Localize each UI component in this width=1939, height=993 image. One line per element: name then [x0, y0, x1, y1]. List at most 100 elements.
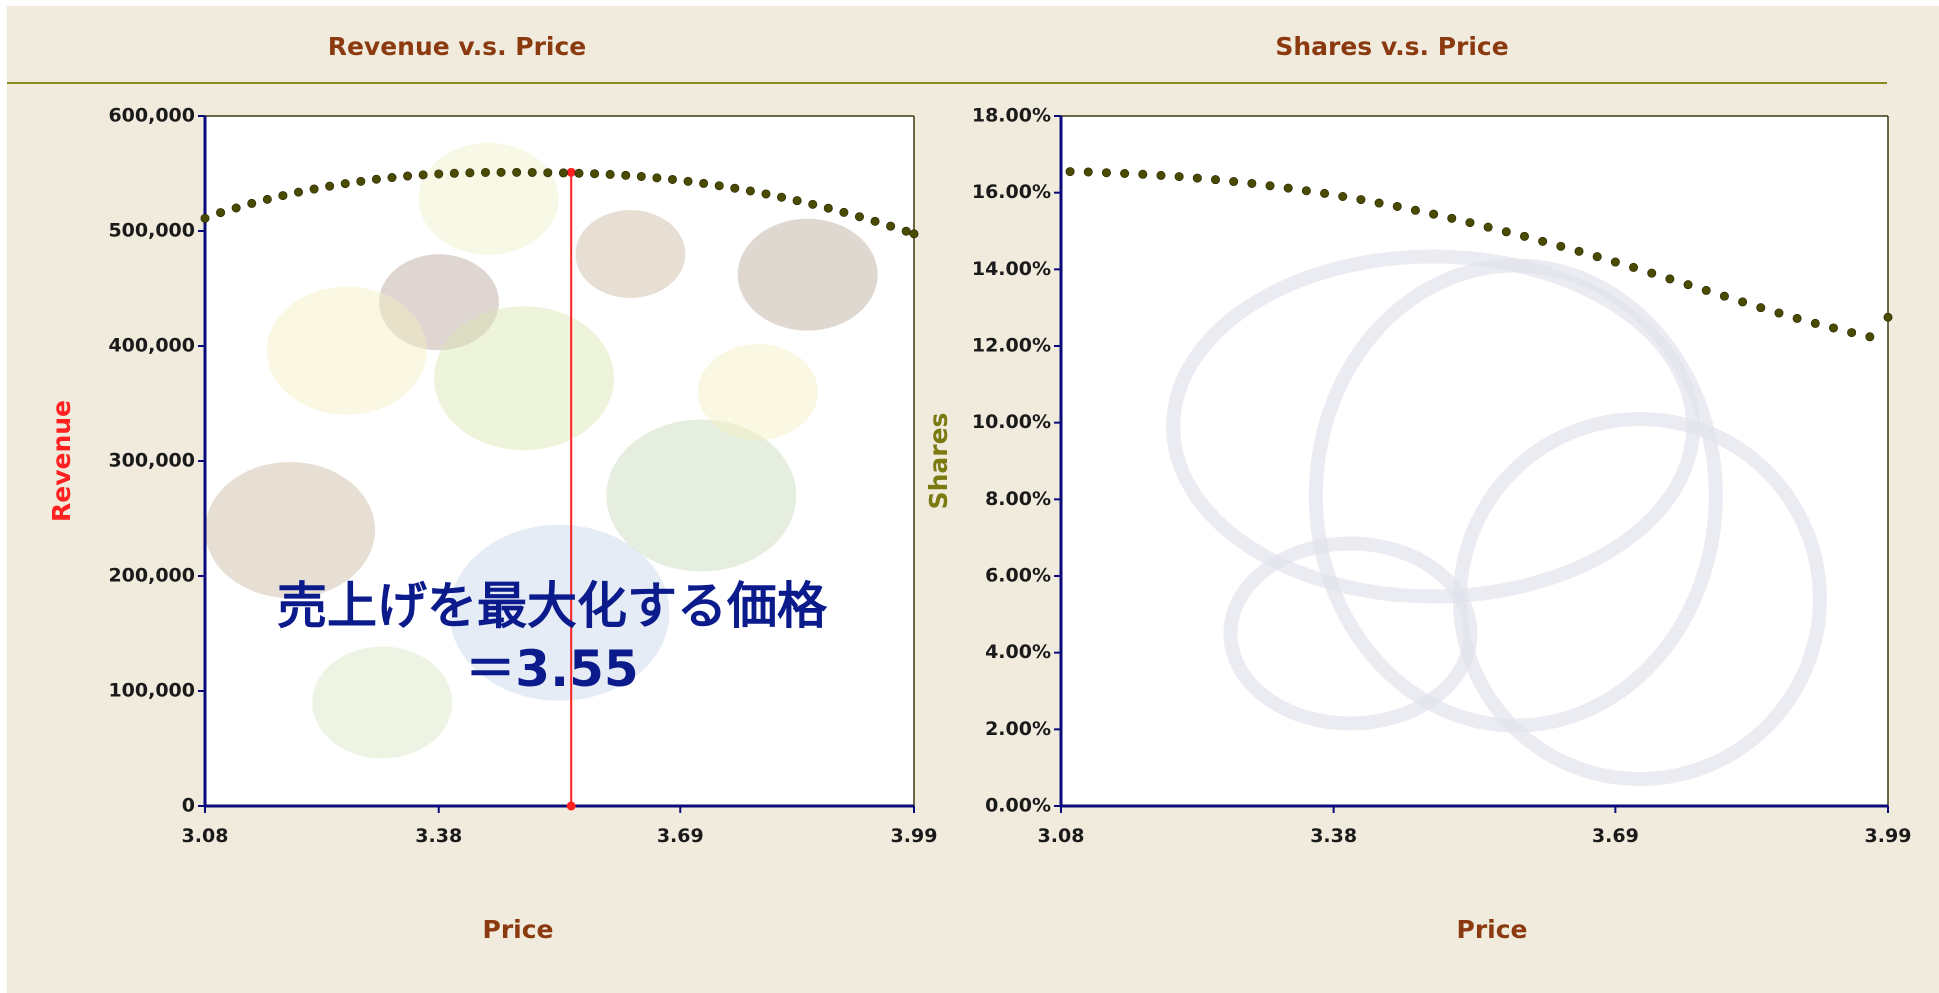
- watermark-blob: [737, 218, 878, 331]
- data-point: [1665, 274, 1675, 284]
- data-point: [901, 226, 911, 236]
- data-point: [465, 168, 475, 178]
- data-point: [1865, 332, 1875, 342]
- data-point: [823, 203, 833, 213]
- x-tick-label: 3.38: [415, 825, 462, 847]
- chart-title: Revenue v.s. Price: [328, 32, 587, 61]
- data-point: [309, 184, 319, 194]
- data-point: [1156, 170, 1166, 180]
- data-point: [1538, 236, 1548, 246]
- data-point: [247, 198, 257, 208]
- data-point: [1756, 303, 1766, 313]
- watermark-blob: [698, 344, 819, 440]
- data-point: [870, 216, 880, 226]
- x-tick-label: 3.38: [1310, 825, 1357, 847]
- annotation-line-2: ＝3.55: [465, 640, 638, 698]
- x-tick-label: 3.08: [1038, 825, 1085, 847]
- data-point: [1647, 268, 1657, 278]
- data-point: [1356, 195, 1366, 205]
- data-point: [1738, 297, 1748, 307]
- data-point: [1101, 168, 1111, 178]
- data-point: [1338, 192, 1348, 202]
- y-tick-label: 18.00%: [972, 105, 1051, 127]
- data-point: [1447, 213, 1457, 223]
- y-tick-label: 300,000: [108, 450, 195, 472]
- data-point: [434, 169, 444, 179]
- x-tick-label: 3.99: [1865, 825, 1912, 847]
- data-point: [216, 208, 226, 218]
- max-price-annotation: 売上げを最大化する価格＝3.55: [277, 577, 828, 698]
- y-tick-label: 6.00%: [985, 565, 1051, 587]
- data-point: [730, 183, 740, 193]
- data-point: [1465, 218, 1475, 228]
- y-tick-label: 10.00%: [972, 411, 1051, 433]
- data-point: [1065, 167, 1075, 177]
- y-tick-label: 500,000: [108, 220, 195, 242]
- data-point: [543, 168, 553, 178]
- data-point: [278, 191, 288, 201]
- data-point: [1629, 262, 1639, 272]
- data-point: [574, 168, 584, 178]
- data-point: [652, 173, 662, 183]
- data-point: [340, 179, 350, 189]
- max-price-bottom-point: [566, 801, 576, 811]
- data-point: [1574, 246, 1584, 256]
- data-point: [1501, 227, 1511, 237]
- shares-chart: Shares v.s. Price 0.00% 2.00% 4.00% 6.00% 8.0…: [924, 32, 1911, 944]
- data-point: [1229, 177, 1239, 187]
- data-point: [200, 213, 210, 223]
- data-point: [496, 167, 506, 177]
- data-point: [1374, 198, 1384, 208]
- data-point: [839, 207, 849, 217]
- data-point: [1083, 167, 1093, 177]
- data-point: [808, 199, 818, 209]
- y-tick-label: 0: [182, 795, 195, 817]
- y-tick-label: 8.00%: [985, 488, 1051, 510]
- watermark-blob: [434, 306, 615, 451]
- chart-title: Shares v.s. Price: [1275, 32, 1508, 61]
- data-point: [1519, 231, 1529, 241]
- data-point: [1828, 323, 1838, 333]
- data-point: [418, 170, 428, 180]
- data-point: [1774, 308, 1784, 318]
- data-point: [1265, 181, 1275, 191]
- y-tick-label: 0.00%: [985, 795, 1051, 817]
- x-axis-label: Price: [483, 915, 554, 944]
- data-point: [449, 168, 459, 178]
- watermark-blob: [312, 646, 453, 759]
- watermark-blob: [575, 210, 686, 298]
- data-point: [636, 171, 646, 181]
- data-point: [1592, 252, 1602, 262]
- watermark-blob: [266, 286, 427, 415]
- data-point: [527, 167, 537, 177]
- data-point: [1483, 222, 1493, 232]
- data-point: [621, 170, 631, 180]
- revenue-chart: Revenue v.s. Price 0 100,000 200,000 300,000…: [47, 32, 937, 944]
- dashboard-panel: Revenue v.s. Price 0 100,000 200,000 300,000…: [7, 6, 1939, 993]
- y-tick-label: 2.00%: [985, 718, 1051, 740]
- plot-area: [205, 116, 914, 806]
- data-point: [1847, 328, 1857, 338]
- watermark-blob: [205, 462, 376, 598]
- data-point: [403, 171, 413, 181]
- annotation-line-1: 売上げを最大化する価格: [277, 577, 828, 635]
- watermark-blob: [606, 419, 797, 572]
- data-point: [558, 168, 568, 178]
- data-point: [699, 178, 709, 188]
- data-point: [1719, 291, 1729, 301]
- data-point: [480, 167, 490, 177]
- y-tick-label: 100,000: [108, 680, 195, 702]
- x-tick-label: 3.69: [1592, 825, 1639, 847]
- charts-canvas: Revenue v.s. Price 0 100,000 200,000 300,000…: [7, 32, 1911, 944]
- data-point: [1610, 257, 1620, 267]
- data-point: [714, 181, 724, 191]
- data-point: [512, 167, 522, 177]
- data-point: [1192, 173, 1202, 183]
- data-point: [605, 169, 615, 179]
- data-point: [1810, 318, 1820, 328]
- watermark-blob: [449, 524, 670, 701]
- y-tick-label: 400,000: [108, 335, 195, 357]
- data-point: [293, 187, 303, 197]
- x-tick-label: 3.69: [657, 825, 704, 847]
- x-tick-label: 3.99: [891, 825, 938, 847]
